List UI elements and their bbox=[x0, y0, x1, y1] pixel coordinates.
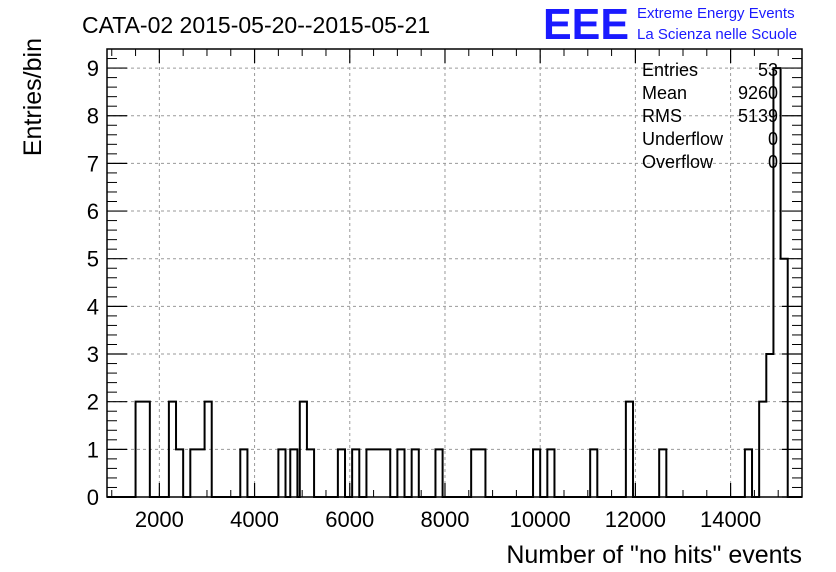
stats-label: Mean bbox=[642, 83, 687, 103]
y-tick-label: 0 bbox=[87, 485, 99, 510]
x-tick-label: 12000 bbox=[605, 507, 666, 532]
x-tick-label: 14000 bbox=[700, 507, 761, 532]
stats-label: Entries bbox=[642, 60, 698, 80]
y-tick-label: 2 bbox=[87, 390, 99, 415]
y-tick-label: 3 bbox=[87, 342, 99, 367]
y-tick-labels: 0 1 2 3 4 5 6 7 8 9 bbox=[87, 56, 99, 510]
chart-title: CATA-02 2015-05-20--2015-05-21 bbox=[82, 12, 430, 38]
x-axis-label: Number of "no hits" events bbox=[506, 541, 802, 569]
y-tick-label: 8 bbox=[87, 104, 99, 129]
y-tick-label: 7 bbox=[87, 151, 99, 176]
eee-logo-line2: La Scienza nelle Scuole bbox=[637, 26, 797, 43]
stats-label: RMS bbox=[642, 106, 682, 126]
stats-label: Overflow bbox=[642, 152, 714, 172]
y-tick-label: 4 bbox=[87, 294, 99, 319]
y-tick-label: 5 bbox=[87, 247, 99, 272]
x-tick-label: 2000 bbox=[135, 507, 184, 532]
eee-logo-mark: EEE bbox=[543, 0, 629, 49]
x-tick-label: 10000 bbox=[510, 507, 571, 532]
grid-lines bbox=[107, 49, 802, 497]
eee-logo: EEE Extreme Energy Events La Scienza nel… bbox=[543, 0, 797, 49]
stats-value: 9260 bbox=[738, 83, 778, 103]
x-tick-label: 4000 bbox=[230, 507, 279, 532]
stats-value: 0 bbox=[768, 152, 778, 172]
stats-box: Entries 53 Mean 9260 RMS 5139 Underflow 0 Overfl… bbox=[642, 60, 778, 172]
x-tick-labels: 2000 4000 6000 8000 10000 12000 14000 bbox=[135, 507, 761, 532]
eee-logo-line1: Extreme Energy Events bbox=[637, 5, 795, 22]
stats-value: 5139 bbox=[738, 106, 778, 126]
x-tick-label: 8000 bbox=[421, 507, 470, 532]
y-tick-label: 6 bbox=[87, 199, 99, 224]
stats-value: 0 bbox=[768, 129, 778, 149]
y-tick-label: 9 bbox=[87, 56, 99, 81]
y-axis-label: Entries/bin bbox=[19, 38, 47, 156]
axis-ticks bbox=[107, 48, 802, 498]
plot-frame bbox=[106, 48, 803, 498]
x-tick-label: 6000 bbox=[325, 507, 374, 532]
stats-label: Underflow bbox=[642, 129, 724, 149]
y-tick-label: 1 bbox=[87, 437, 99, 462]
stats-value: 53 bbox=[758, 60, 778, 80]
